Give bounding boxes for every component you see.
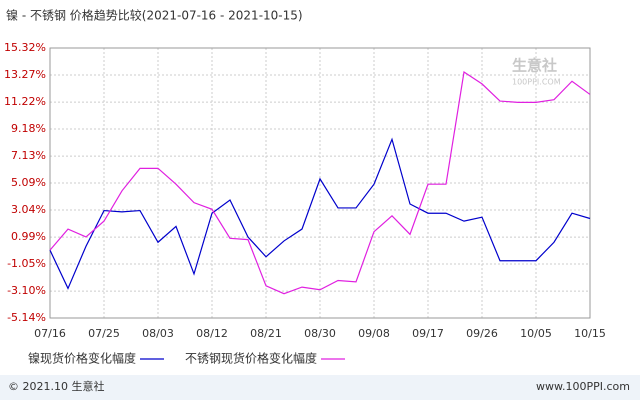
- footer-right: www.100PPI.com: [536, 380, 630, 393]
- y-tick-label: -1.05%: [7, 257, 46, 270]
- watermark-name: 生意社: [512, 57, 557, 75]
- series-line: [49, 71, 591, 295]
- y-tick-label: -3.10%: [7, 284, 46, 297]
- x-tick-label: 07/16: [34, 327, 66, 340]
- footer-left: © 2021.10 生意社: [8, 379, 104, 393]
- x-tick-label: 09/26: [466, 327, 498, 340]
- y-tick-label: 5.09%: [11, 176, 46, 189]
- legend-label: 镍现货价格变化幅度: [28, 351, 136, 366]
- chart-title: 镍 - 不锈钢 价格趋势比较(2021-07-16 - 2021-10-15): [6, 8, 303, 23]
- x-tick-label: 09/08: [358, 327, 390, 340]
- x-tick-label: 10/15: [574, 327, 606, 340]
- footer-bar: [0, 375, 640, 400]
- y-tick-label: 0.99%: [11, 230, 46, 243]
- x-tick-label: 08/21: [250, 327, 282, 340]
- x-tick-label: 08/03: [142, 327, 174, 340]
- x-tick-label: 07/25: [88, 327, 120, 340]
- plot-frame: [49, 47, 591, 319]
- y-tick-label: 15.32%: [4, 41, 46, 54]
- legend-label: 不锈钢现货价格变化幅度: [185, 351, 317, 366]
- x-tick-label: 09/17: [412, 327, 444, 340]
- x-tick-label: 08/12: [196, 327, 228, 340]
- y-tick-label: 7.13%: [11, 149, 46, 162]
- y-tick-label: -5.14%: [7, 311, 46, 324]
- x-tick-label: 10/05: [520, 327, 552, 340]
- y-tick-label: 9.18%: [11, 122, 46, 135]
- y-tick-label: 11.22%: [4, 95, 46, 108]
- x-tick-label: 08/30: [304, 327, 336, 340]
- series-line: [49, 137, 591, 290]
- y-tick-label: 3.04%: [11, 203, 46, 216]
- y-tick-label: 13.27%: [4, 68, 46, 81]
